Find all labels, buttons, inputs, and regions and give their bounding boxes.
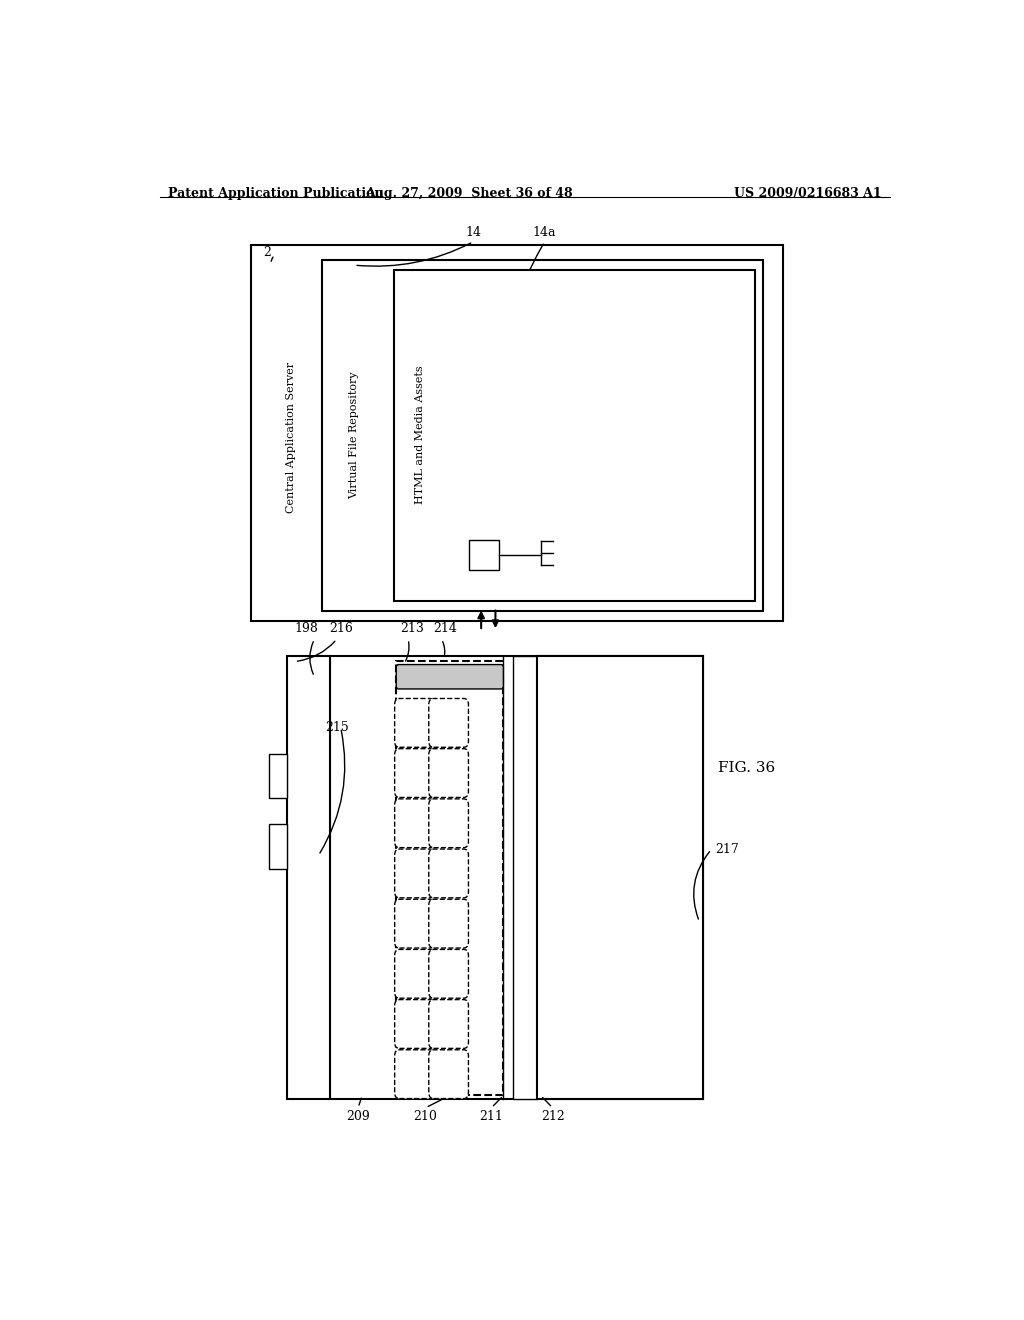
Bar: [251, 244, 782, 620]
Bar: [269, 825, 287, 869]
FancyBboxPatch shape: [394, 999, 434, 1048]
Text: 198: 198: [295, 622, 318, 635]
FancyBboxPatch shape: [394, 698, 434, 747]
Text: Aug. 27, 2009  Sheet 36 of 48: Aug. 27, 2009 Sheet 36 of 48: [366, 187, 573, 199]
FancyBboxPatch shape: [429, 698, 468, 747]
Bar: [396, 660, 504, 1094]
Text: 212: 212: [541, 1110, 564, 1123]
Text: 214: 214: [433, 622, 458, 635]
Text: 216: 216: [329, 622, 352, 635]
Bar: [394, 271, 755, 601]
Text: 211: 211: [479, 1110, 504, 1123]
FancyBboxPatch shape: [429, 799, 468, 847]
Text: US 2009/0216683 A1: US 2009/0216683 A1: [734, 187, 882, 199]
Text: Folder 2: Folder 2: [554, 548, 598, 557]
FancyBboxPatch shape: [394, 849, 434, 898]
Text: FIG. 36: FIG. 36: [719, 762, 775, 775]
Text: 213: 213: [400, 622, 424, 635]
FancyBboxPatch shape: [429, 899, 468, 948]
Text: Folder 3: Folder 3: [554, 561, 598, 569]
FancyBboxPatch shape: [394, 949, 434, 998]
FancyBboxPatch shape: [394, 748, 434, 797]
Bar: [323, 260, 763, 611]
Text: Central Application Server: Central Application Server: [286, 363, 296, 513]
Text: Folder 1: Folder 1: [554, 536, 598, 545]
Text: 215: 215: [325, 721, 348, 734]
Bar: [331, 656, 703, 1098]
FancyBboxPatch shape: [394, 799, 434, 847]
FancyBboxPatch shape: [394, 899, 434, 948]
Text: 2: 2: [263, 246, 270, 259]
FancyBboxPatch shape: [396, 664, 504, 689]
Text: Patent Application Publication: Patent Application Publication: [168, 187, 383, 199]
Bar: [513, 656, 537, 1098]
FancyBboxPatch shape: [429, 1049, 468, 1098]
FancyBboxPatch shape: [429, 999, 468, 1048]
Text: 217: 217: [715, 843, 739, 857]
FancyBboxPatch shape: [429, 949, 468, 998]
Text: 14a: 14a: [532, 226, 556, 239]
Text: HTML and Media Assets: HTML and Media Assets: [415, 366, 425, 504]
FancyBboxPatch shape: [429, 748, 468, 797]
Text: 14: 14: [465, 226, 481, 239]
Bar: [269, 754, 287, 797]
Bar: [287, 656, 331, 1098]
FancyBboxPatch shape: [394, 1049, 434, 1098]
FancyBboxPatch shape: [429, 849, 468, 898]
Text: 209: 209: [346, 1110, 370, 1123]
Text: 210: 210: [414, 1110, 437, 1123]
Bar: [469, 540, 500, 570]
Bar: [537, 656, 703, 1098]
Text: Virtual File Repository: Virtual File Repository: [349, 371, 359, 499]
